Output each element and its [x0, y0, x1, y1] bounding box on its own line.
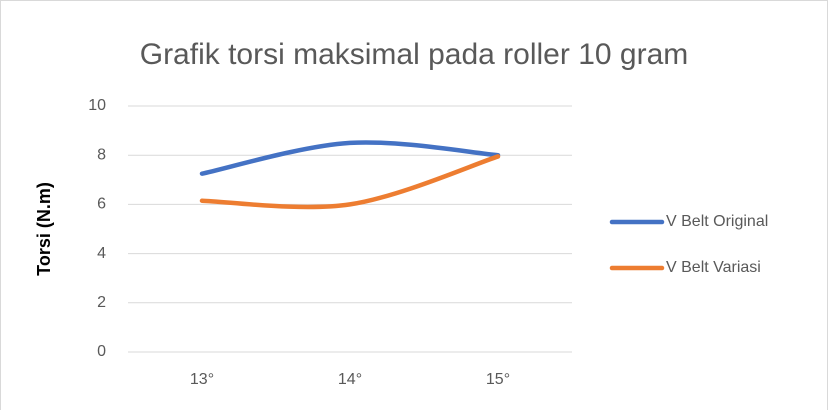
y-tick-label: 4	[97, 245, 106, 262]
y-tick-label: 2	[97, 294, 106, 311]
y-tick-label: 6	[97, 196, 106, 213]
series-line	[199, 140, 501, 176]
chart-title: Grafik torsi maksimal pada roller 10 gra…	[140, 38, 689, 71]
y-tick-label: 10	[88, 97, 106, 114]
y-tick-label: 8	[97, 146, 106, 163]
x-tick-label: 15°	[486, 371, 510, 388]
y-axis-label: Torsi (N.m)	[34, 182, 54, 276]
x-tick-label: 14°	[338, 371, 362, 388]
legend-label: V Belt Variasi	[666, 259, 761, 276]
legend-label: V Belt Original	[666, 213, 768, 230]
series-line	[199, 154, 501, 210]
x-tick-label: 13°	[190, 371, 214, 388]
y-tick-label: 0	[97, 343, 106, 360]
